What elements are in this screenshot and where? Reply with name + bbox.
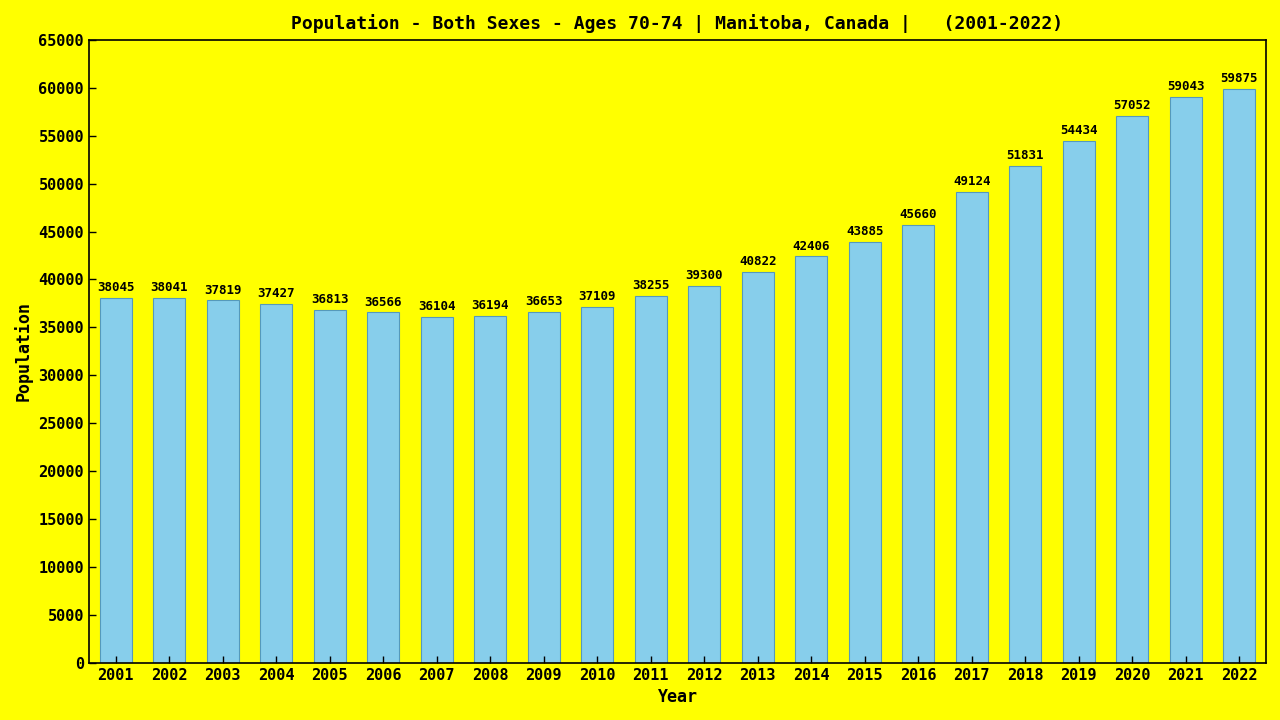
- Text: 59043: 59043: [1167, 80, 1204, 93]
- Text: 57052: 57052: [1114, 99, 1151, 112]
- Bar: [421, 317, 453, 662]
- Bar: [1062, 141, 1094, 662]
- Text: 38045: 38045: [97, 282, 134, 294]
- Text: 37427: 37427: [257, 287, 294, 300]
- Text: 59875: 59875: [1221, 72, 1258, 85]
- Text: 36566: 36566: [365, 295, 402, 309]
- Title: Population - Both Sexes - Ages 70-74 | Manitoba, Canada |   (2001-2022): Population - Both Sexes - Ages 70-74 | M…: [292, 14, 1064, 33]
- Text: 43885: 43885: [846, 225, 883, 238]
- Text: 54434: 54434: [1060, 125, 1097, 138]
- Text: 42406: 42406: [792, 240, 829, 253]
- Bar: [527, 312, 559, 662]
- Bar: [260, 304, 292, 662]
- Text: 38041: 38041: [151, 282, 188, 294]
- Bar: [795, 256, 827, 662]
- Text: 37109: 37109: [579, 290, 616, 303]
- Bar: [474, 316, 507, 662]
- Text: 36104: 36104: [419, 300, 456, 313]
- Text: 36653: 36653: [525, 294, 562, 307]
- Text: 38255: 38255: [632, 279, 669, 292]
- Bar: [902, 225, 934, 662]
- Bar: [154, 298, 186, 662]
- Bar: [1116, 116, 1148, 662]
- Bar: [314, 310, 346, 662]
- Bar: [849, 242, 881, 662]
- Bar: [100, 298, 132, 662]
- Bar: [1224, 89, 1256, 662]
- Text: 37819: 37819: [204, 284, 242, 297]
- Bar: [1009, 166, 1042, 662]
- Bar: [367, 312, 399, 662]
- Bar: [741, 271, 774, 662]
- Text: 36194: 36194: [471, 299, 509, 312]
- Bar: [1170, 97, 1202, 662]
- Text: 36813: 36813: [311, 293, 348, 306]
- Text: 39300: 39300: [686, 269, 723, 282]
- X-axis label: Year: Year: [658, 688, 698, 706]
- Y-axis label: Population: Population: [14, 302, 33, 401]
- Text: 45660: 45660: [900, 208, 937, 222]
- Bar: [635, 296, 667, 662]
- Bar: [956, 192, 988, 662]
- Bar: [689, 286, 721, 662]
- Bar: [581, 307, 613, 662]
- Text: 51831: 51831: [1006, 149, 1044, 162]
- Text: 40822: 40822: [739, 255, 777, 268]
- Text: 49124: 49124: [954, 175, 991, 188]
- Bar: [206, 300, 239, 662]
